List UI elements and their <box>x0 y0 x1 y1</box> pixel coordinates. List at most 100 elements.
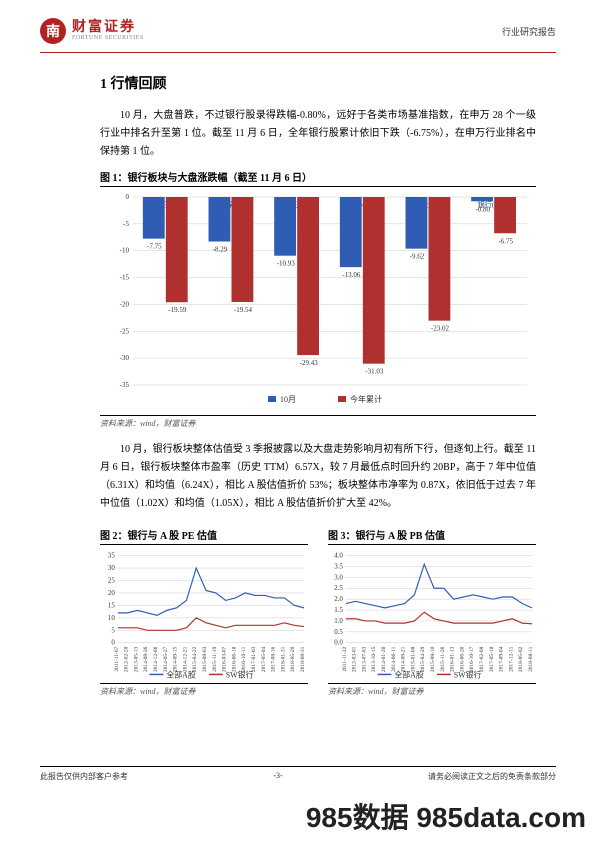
svg-text:1.5: 1.5 <box>334 607 343 614</box>
svg-text:-25: -25 <box>120 327 130 335</box>
svg-text:2016-06-20: 2016-06-20 <box>459 646 465 672</box>
svg-text:2014-09-15: 2014-09-15 <box>173 646 179 672</box>
svg-text:-13.06: -13.06 <box>342 271 361 279</box>
svg-text:2011-11-07: 2011-11-07 <box>114 646 120 671</box>
svg-text:2015-04-29: 2015-04-29 <box>420 646 426 672</box>
fig3-chart: 0.00.51.01.52.02.53.03.54.02011-11-22201… <box>328 551 536 681</box>
svg-text:2014-06-11: 2014-06-11 <box>391 646 397 671</box>
svg-text:25: 25 <box>108 577 115 584</box>
footer-right: 请务必阅读正文之后的免责条款部分 <box>428 771 556 782</box>
svg-text:2014-12-06: 2014-12-06 <box>153 646 159 672</box>
fig2-chart: 051015202530352011-11-072012-02-282013-0… <box>100 551 308 681</box>
svg-text:2015-08-03: 2015-08-03 <box>202 646 208 672</box>
svg-text:-10.93: -10.93 <box>277 260 296 268</box>
logo: 南 财富证券 FORTUNE SECURITIES <box>40 18 144 44</box>
svg-text:30: 30 <box>108 565 115 572</box>
fig1-chart: -35-30-25-20-15-10-50上证综指-7.75-19.59沪深30… <box>100 193 536 413</box>
svg-text:5: 5 <box>111 627 115 634</box>
fig-row: 图 2：银行与 A 股 PE 估值 051015202530352011-11-… <box>100 521 536 697</box>
svg-text:2015-04-22: 2015-04-22 <box>192 646 198 672</box>
svg-text:2014-05-27: 2014-05-27 <box>163 646 169 672</box>
fig1-rule <box>100 186 536 187</box>
svg-text:0: 0 <box>126 193 130 201</box>
svg-text:2013-10-15: 2013-10-15 <box>371 646 377 672</box>
fig1-title: 图 1：银行板块与大盘涨跌幅（截至 11 月 6 日） <box>100 169 536 184</box>
svg-text:2018-01-31: 2018-01-31 <box>280 646 286 672</box>
svg-text:15: 15 <box>108 602 115 609</box>
svg-text:-30: -30 <box>120 354 130 362</box>
svg-text:2018-08-31: 2018-08-31 <box>300 646 306 672</box>
svg-text:-19.59: -19.59 <box>168 306 187 314</box>
svg-text:10月: 10月 <box>280 395 296 404</box>
svg-text:2013-05-13: 2013-05-13 <box>133 646 139 672</box>
svg-text:2018-08-11: 2018-08-11 <box>528 646 534 671</box>
page-footer: 此报告仅供内部客户参考 -3- 请务必阅读正文之后的免责条款部分 <box>40 766 556 782</box>
svg-text:SW银行: SW银行 <box>226 669 254 679</box>
svg-text:2015-11-19: 2015-11-19 <box>212 646 218 671</box>
svg-text:2016-10-17: 2016-10-17 <box>469 646 475 672</box>
svg-text:-9.62: -9.62 <box>410 253 425 261</box>
paragraph-1: 10 月，大盘普跌，不过银行股录得跌幅-0.80%，远好于各类市场基准指数，在申… <box>100 107 536 161</box>
svg-text:-35: -35 <box>120 381 130 389</box>
fig3-source: 资料来源：wind，财富证券 <box>328 683 536 697</box>
svg-text:2012-02-28: 2012-02-28 <box>124 646 130 672</box>
fig2-col: 图 2：银行与 A 股 PE 估值 051015202530352011-11-… <box>100 521 308 697</box>
fig3-title: 图 3：银行与 A 股 PB 估值 <box>328 527 536 542</box>
svg-text:2017-08-16: 2017-08-16 <box>271 646 277 672</box>
section-title: 1 行情回顾 <box>100 73 536 93</box>
fig2-rule <box>100 544 308 545</box>
content-area: 1 行情回顾 10 月，大盘普跌，不过银行股录得跌幅-0.80%，远好于各类市场… <box>0 53 596 707</box>
logo-icon: 南 <box>40 18 66 44</box>
fig2-title: 图 2：银行与 A 股 PE 估值 <box>100 527 308 542</box>
svg-text:-29.43: -29.43 <box>300 359 319 367</box>
svg-text:-0.80: -0.80 <box>475 205 490 213</box>
svg-text:-23.02: -23.02 <box>431 325 450 333</box>
svg-text:10: 10 <box>108 615 115 622</box>
svg-text:2014-12-21: 2014-12-21 <box>182 646 188 672</box>
svg-text:2018-05-20: 2018-05-20 <box>290 646 296 672</box>
svg-text:2016-06-10: 2016-06-10 <box>231 646 237 672</box>
logo-name-en: FORTUNE SECURITIES <box>72 35 144 41</box>
svg-text:全部A股: 全部A股 <box>166 669 196 679</box>
svg-text:-6.75: -6.75 <box>498 237 513 245</box>
footer-left: 此报告仅供内部客户参考 <box>40 771 128 782</box>
svg-text:2017-09-04: 2017-09-04 <box>499 646 505 672</box>
svg-text:0.5: 0.5 <box>334 629 343 636</box>
svg-text:0: 0 <box>111 640 115 647</box>
svg-text:2017-12-11: 2017-12-11 <box>508 646 514 671</box>
svg-text:2017-05-18: 2017-05-18 <box>489 646 495 672</box>
svg-text:-20: -20 <box>120 300 130 308</box>
fig1-source: 资料来源：wind，财富证券 <box>100 415 536 429</box>
svg-text:2011-11-22: 2011-11-22 <box>342 646 348 671</box>
svg-text:2015-11-26: 2015-11-26 <box>440 646 446 671</box>
svg-text:2014-09-21: 2014-09-21 <box>401 646 407 672</box>
svg-text:35: 35 <box>108 553 115 560</box>
svg-text:2012-03-01: 2012-03-01 <box>352 646 358 672</box>
svg-text:3.5: 3.5 <box>334 563 343 570</box>
svg-text:2.0: 2.0 <box>334 596 343 603</box>
svg-text:3.0: 3.0 <box>334 574 343 581</box>
doc-type-label: 行业研究报告 <box>502 25 556 38</box>
svg-text:2014-01-20: 2014-01-20 <box>381 646 387 672</box>
svg-text:今年累计: 今年累计 <box>350 394 382 404</box>
paragraph-2: 10 月，银行板块整体估值受 3 季报披露以及大盘走势影响月初有所下行，但逐旬上… <box>100 441 536 513</box>
svg-text:2016-10-11: 2016-10-11 <box>241 646 247 671</box>
svg-text:2014-08-26: 2014-08-26 <box>143 646 149 672</box>
svg-text:2016-01-13: 2016-01-13 <box>450 646 456 672</box>
svg-text:2013-07-03: 2013-07-03 <box>361 646 367 672</box>
svg-text:1.0: 1.0 <box>334 618 343 625</box>
svg-text:-10: -10 <box>120 247 130 255</box>
svg-text:-8.29: -8.29 <box>213 246 228 254</box>
svg-text:2017-02-08: 2017-02-08 <box>479 646 485 672</box>
svg-text:2015-08-10: 2015-08-10 <box>430 646 436 672</box>
svg-text:2016-03-07: 2016-03-07 <box>222 646 228 672</box>
watermark: 985数据 985data.com <box>306 796 586 836</box>
svg-text:SW银行: SW银行 <box>454 669 482 679</box>
svg-text:2017-01-03: 2017-01-03 <box>251 646 257 672</box>
svg-text:-7.75: -7.75 <box>147 243 162 251</box>
svg-text:-5: -5 <box>123 220 129 228</box>
fig2-source: 资料来源：wind，财富证券 <box>100 683 308 697</box>
footer-center: -3- <box>273 771 282 782</box>
fig3-rule <box>328 544 536 545</box>
svg-text:2015-01-08: 2015-01-08 <box>410 646 416 672</box>
